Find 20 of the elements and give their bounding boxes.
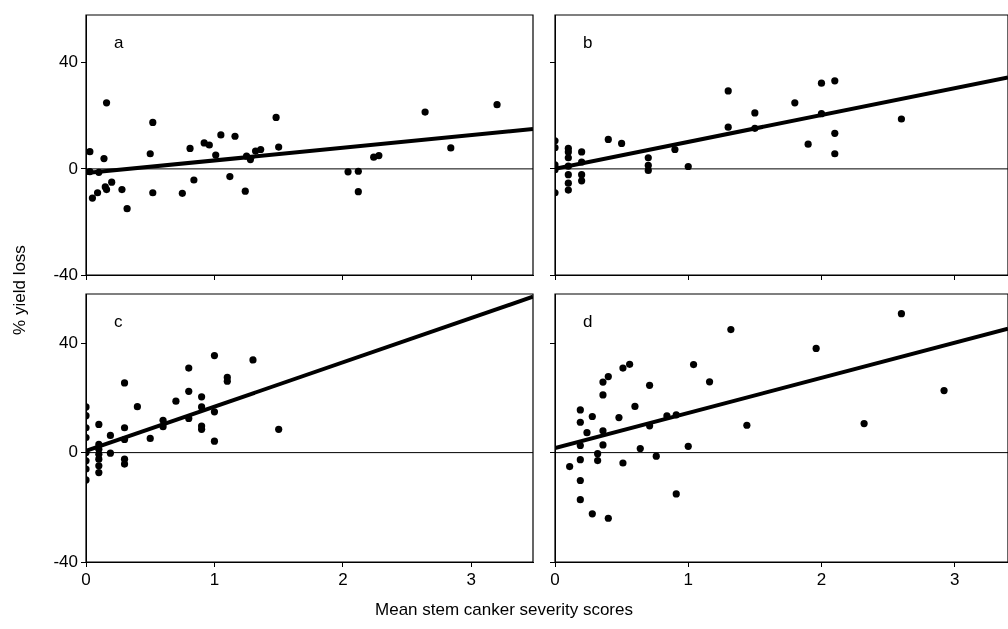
x-tick-label: 2 [338,569,348,589]
text: b [583,33,593,53]
y-axis-title: % yield loss [10,245,30,335]
y-tick-label: -40 [53,264,78,284]
text: a [114,33,124,53]
x-axis-title: Mean stem canker severity scores [374,600,634,620]
y-tick-label: 40 [59,332,78,352]
y-tick-label: -40 [53,551,78,571]
y-tick-label: 0 [68,442,78,462]
x-tick-label: 1 [209,569,220,589]
x-tick-label: 3 [949,569,960,589]
text: c [114,312,123,332]
x-tick-label: 1 [683,569,693,589]
x-tick-label: 0 [81,569,91,589]
x-tick-label: 0 [550,569,560,589]
x-tick-label: 3 [466,569,477,589]
y-tick-label: 40 [59,52,78,72]
y-tick-label: 0 [68,158,78,178]
text: d [583,312,593,332]
x-tick-label: 2 [816,569,827,589]
